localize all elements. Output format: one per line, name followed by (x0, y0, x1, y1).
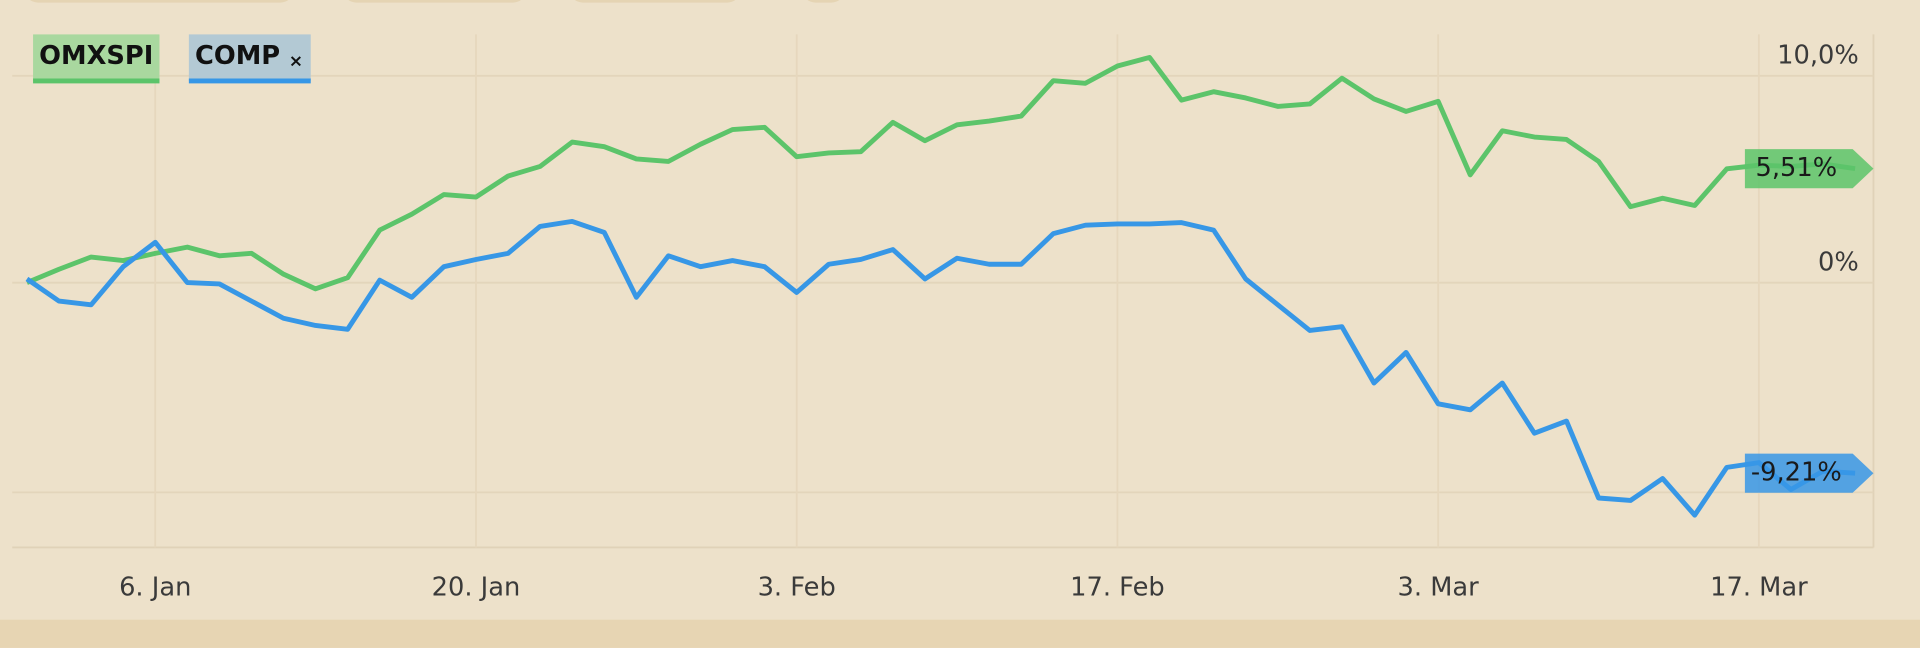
grid: 10,0% 0% 6. Jan 20. Jan 3. Feb 17. Feb 3. Mar 1… (12, 34, 1874, 602)
tab[interactable] (569, 0, 740, 3)
flag-shape (1744, 149, 1874, 189)
y-tick-label: 0% (1818, 248, 1859, 278)
tab[interactable] (24, 0, 293, 3)
legend-remove[interactable]: × (289, 51, 303, 71)
lines: 5,51% -9,21% (25, 54, 1874, 518)
legend-swatch (188, 78, 311, 84)
x-tick-label: 3. Feb (758, 572, 836, 602)
end-flag: -9,21% (1744, 453, 1874, 493)
legend-bg (188, 34, 311, 81)
legend-label: COMP (195, 41, 280, 71)
y-tick-label: 10,0% (1777, 41, 1859, 71)
legend-label: OMXSPI (39, 41, 153, 71)
legend-item[interactable]: OMXSPI (33, 34, 160, 84)
x-tick-label: 17. Mar (1710, 572, 1808, 602)
x-tick-label: 3. Mar (1398, 572, 1480, 602)
legend-swatch (33, 78, 160, 84)
tab[interactable] (802, 0, 845, 3)
tab[interactable] (343, 0, 527, 3)
series-line (25, 54, 1856, 292)
legend-item[interactable]: COMP × (188, 34, 311, 84)
x-tick-label: 20. Jan (432, 572, 521, 602)
flag-label: -9,21% (1751, 458, 1842, 488)
flag-shape (1744, 453, 1874, 493)
x-tick-label: 6. Jan (119, 572, 191, 602)
legend: OMXSPI COMP × (33, 34, 311, 84)
footer-strip (0, 619, 1920, 648)
end-flag: 5,51% (1744, 149, 1874, 189)
flag-label: 5,51% (1755, 153, 1837, 183)
x-tick-label: 17. Feb (1070, 572, 1165, 602)
series-line (25, 218, 1856, 518)
legend-bg (33, 34, 160, 81)
